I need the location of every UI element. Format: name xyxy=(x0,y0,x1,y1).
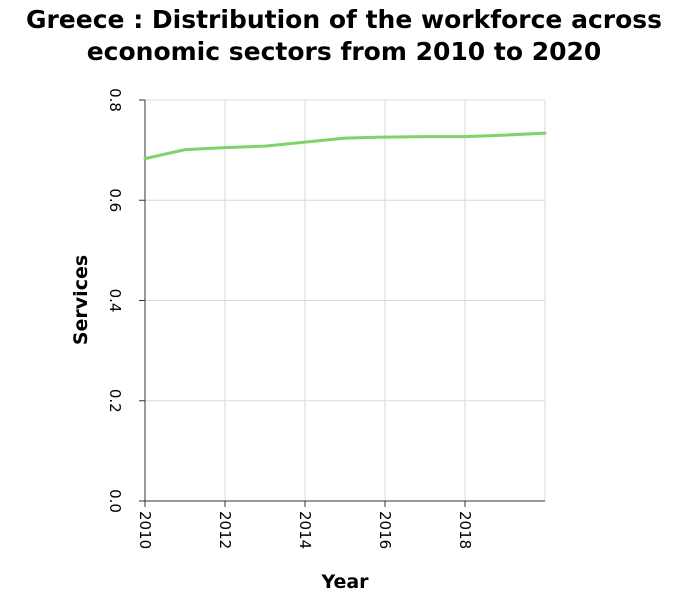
y-tick-label-0.6: 0.6 xyxy=(106,188,124,212)
grid xyxy=(145,99,546,501)
y-tick-label-0.4: 0.4 xyxy=(106,289,124,313)
x-tick-label-2016: 2016 xyxy=(376,511,394,549)
chart-title-line-1: Greece : Distribution of the workforce a… xyxy=(26,5,662,34)
y-axis-label: Services xyxy=(70,255,92,345)
y-tick-label-0.2: 0.2 xyxy=(106,389,124,413)
x-axis-label: Year xyxy=(320,571,369,593)
series-line-0 xyxy=(143,131,547,161)
chart-title-line-2: economic sectors from 2010 to 2020 xyxy=(87,37,602,66)
x-tick-label-2018: 2018 xyxy=(456,511,474,549)
axes xyxy=(139,99,545,507)
x-tick-label-2014: 2014 xyxy=(296,511,314,549)
y-tick-label-0.0: 0.0 xyxy=(106,489,124,513)
x-tick-label-2012: 2012 xyxy=(216,511,234,549)
y-tick-label-0.8: 0.8 xyxy=(106,88,124,112)
series xyxy=(143,131,547,161)
tick-labels: 0.0 0.2 0.4 0.6 0.8 2010 2012 2014 2016 2018 xyxy=(106,88,474,549)
x-tick-label-2010: 2010 xyxy=(136,511,154,549)
